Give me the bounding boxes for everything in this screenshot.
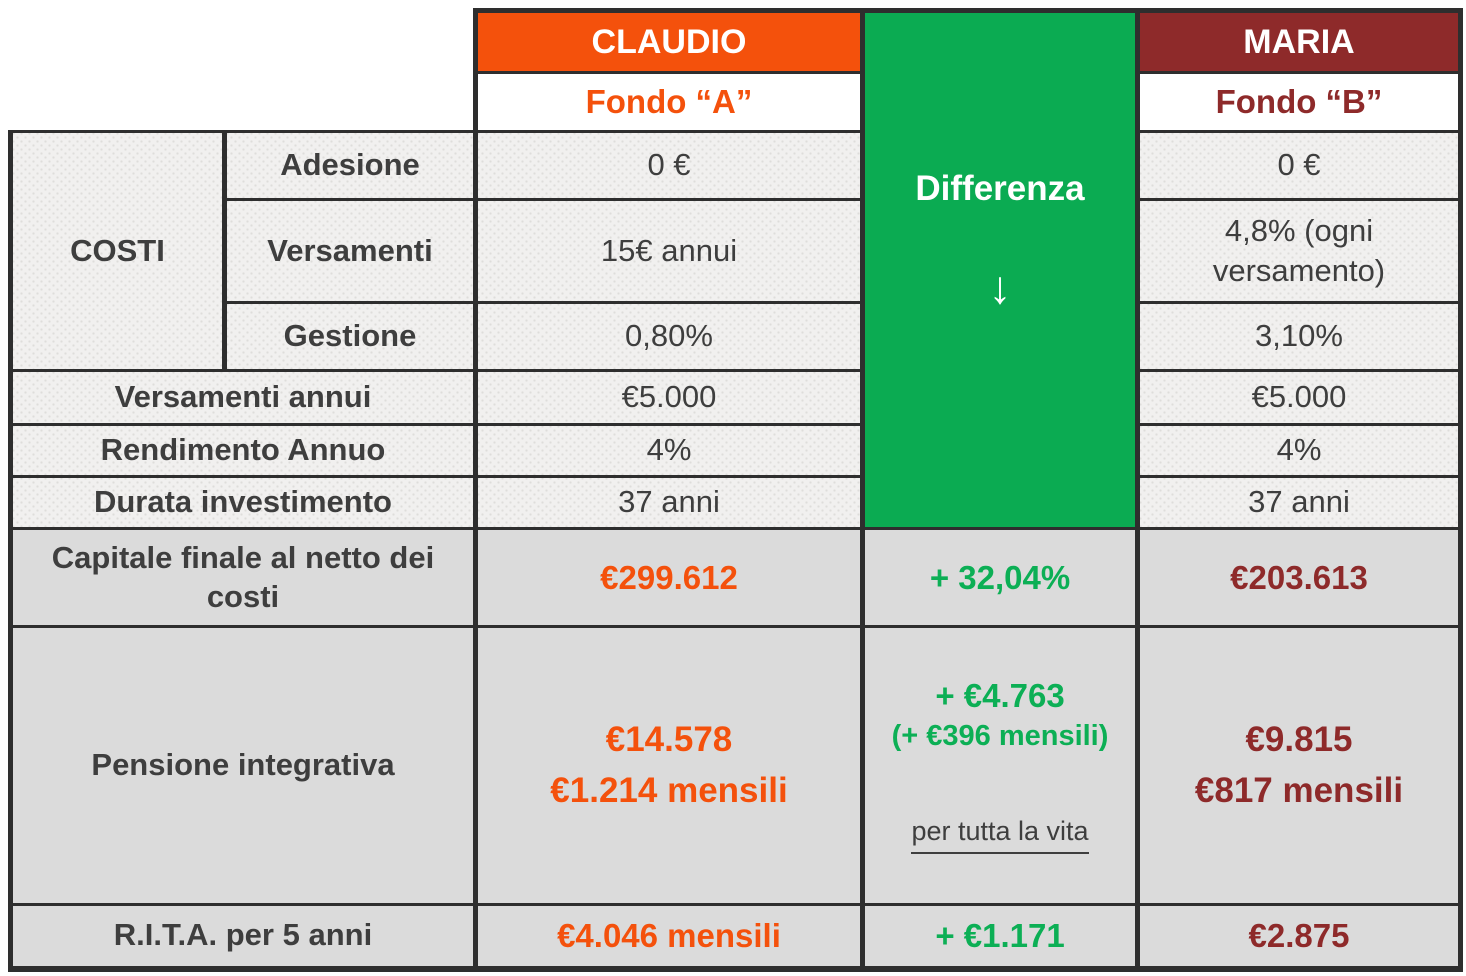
header-maria: MARIA [1135, 8, 1463, 74]
gestione-label: Gestione [222, 301, 478, 372]
capitale-maria-value: €203.613 [1135, 527, 1463, 628]
fondo-a-cell: Fondo “A” [473, 71, 865, 133]
arrow-down-icon: ↓ [988, 261, 1012, 313]
pensione-diff-note: per tutta la vita [875, 816, 1125, 855]
versamenti-maria-value: 4,8% (ogni versamento) [1135, 198, 1463, 304]
pensione-maria-monthly: €817 mensili [1194, 770, 1404, 810]
pensione-diff-total: + €4.763 [935, 676, 1065, 714]
rita-claudio-value: €4.046 mensili [473, 903, 865, 972]
capitale-claudio-value: €299.612 [473, 527, 865, 628]
rita-maria-value: €2.875 [1135, 903, 1463, 972]
capitale-label: Capitale finale al netto dei costi [8, 527, 478, 628]
pensione-differenza-cell: + €4.763 (+ €396 mensili) per tutta la v… [860, 625, 1140, 906]
rendimento-label: Rendimento Annuo [8, 423, 478, 478]
pensione-label: Pensione integrativa [8, 625, 478, 906]
gestione-maria-value: 3,10% [1135, 301, 1463, 372]
rita-label: R.I.T.A. per 5 anni [8, 903, 478, 972]
pensione-claudio-total: €14.578 [605, 719, 733, 759]
capitale-differenza-value: + 32,04% [860, 527, 1140, 628]
versamenti-annui-claudio-value: €5.000 [473, 369, 865, 426]
gestione-claudio-value: 0,80% [473, 301, 865, 372]
header-spacer [10, 72, 476, 132]
differenza-label: Differenza [915, 169, 1085, 208]
pensione-diff-monthly: (+ €396 mensili) [891, 719, 1109, 752]
differenza-column: Differenza ↓ [860, 8, 1140, 530]
header-claudio: CLAUDIO [473, 8, 865, 74]
versamenti-annui-maria-value: €5.000 [1135, 369, 1463, 426]
fondo-b-cell: Fondo “B” [1135, 71, 1463, 133]
adesione-label: Adesione [222, 130, 478, 201]
pensione-maria-cell: €9.815 €817 mensili [1135, 625, 1463, 906]
adesione-maria-value: 0 € [1135, 130, 1463, 201]
pensione-claudio-cell: €14.578 €1.214 mensili [473, 625, 865, 906]
durata-maria-value: 37 anni [1135, 475, 1463, 530]
comparison-table: CLAUDIO Differenza ↓ MARIA Fondo “A” Fon… [8, 8, 1463, 972]
header-spacer [10, 10, 476, 73]
rendimento-claudio-value: 4% [473, 423, 865, 478]
pensione-maria-total: €9.815 [1245, 719, 1353, 759]
versamenti-claudio-value: 15€ annui [473, 198, 865, 304]
pensione-claudio-monthly: €1.214 mensili [550, 770, 788, 810]
durata-claudio-value: 37 anni [473, 475, 865, 530]
versamenti-label: Versamenti [222, 198, 478, 304]
rita-differenza-value: + €1.171 [860, 903, 1140, 972]
rendimento-maria-value: 4% [1135, 423, 1463, 478]
costi-label: COSTI [8, 130, 227, 372]
durata-label: Durata investimento [8, 475, 478, 530]
adesione-claudio-value: 0 € [473, 130, 865, 201]
versamenti-annui-label: Versamenti annui [8, 369, 478, 426]
